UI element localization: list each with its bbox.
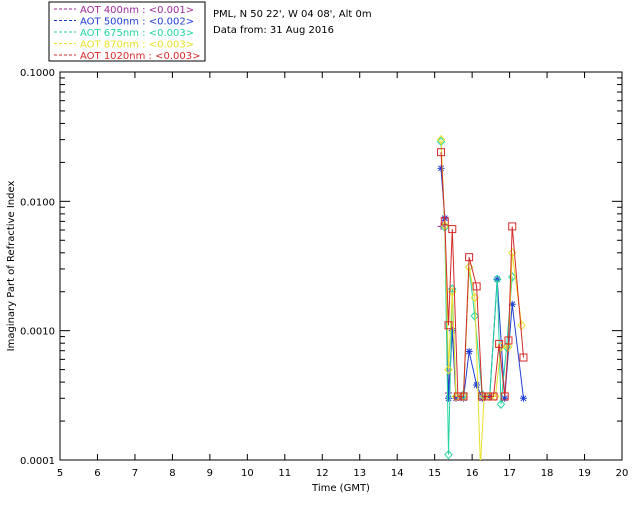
- series-line: [440, 152, 524, 397]
- legend-entry: AOT 400nm : <0.001>: [80, 5, 194, 16]
- x-tick-label: 12: [316, 468, 329, 479]
- station-info: PML, N 50 22', W 04 08', Alt 0m: [213, 9, 372, 20]
- series-5: [437, 148, 528, 401]
- x-tick-label: 13: [353, 468, 366, 479]
- x-tick-label: 18: [541, 468, 554, 479]
- x-tick-label: 10: [241, 468, 254, 479]
- data-point: [436, 134, 446, 145]
- x-tick-label: 14: [391, 468, 404, 479]
- x-tick-label: 7: [132, 468, 138, 479]
- x-tick-label: 19: [578, 468, 591, 479]
- data-point: [517, 320, 526, 331]
- data-point: [444, 449, 453, 460]
- data-point: [491, 391, 500, 402]
- data-point: [493, 274, 502, 284]
- y-tick-label: 0.0001: [20, 456, 55, 467]
- y-tick-label: 0.0100: [20, 197, 55, 208]
- data-point: [440, 217, 449, 226]
- data-point: [473, 381, 481, 389]
- x-tick-label: 8: [169, 468, 175, 479]
- data-point: [472, 282, 481, 291]
- data-point: [495, 339, 504, 348]
- x-tick-label: 20: [616, 468, 629, 479]
- series-line: [440, 217, 457, 397]
- x-tick-label: 11: [278, 468, 291, 479]
- legend-entry: AOT 870nm : <0.003>: [80, 40, 194, 51]
- data-point: [437, 164, 445, 172]
- data-point: [504, 336, 513, 345]
- x-tick-label: 5: [57, 468, 63, 479]
- y-tick-label: 0.0010: [20, 327, 55, 338]
- x-tick-label: 17: [503, 468, 516, 479]
- data-point: [500, 392, 509, 401]
- data-point: [478, 392, 487, 401]
- data-point: [448, 225, 457, 234]
- x-tick-label: 16: [466, 468, 479, 479]
- data-point: [453, 392, 462, 401]
- data-point: [489, 392, 498, 401]
- series-line: [440, 141, 513, 455]
- data-point: [508, 272, 517, 282]
- data-point: [452, 394, 460, 402]
- y-axis: 0.0001 0.0010 0.0100 0.1000: [20, 68, 622, 467]
- x-tick-label: 6: [94, 468, 100, 479]
- data-point: [444, 321, 453, 330]
- data-point: [508, 222, 517, 231]
- data-point: [445, 394, 453, 402]
- data-point: [485, 391, 494, 402]
- data-point: [437, 148, 446, 157]
- data-point: [519, 394, 527, 402]
- legend-entry: AOT 675nm : <0.003>: [80, 28, 194, 39]
- data-point: [465, 253, 474, 262]
- date-info: Data from: 31 Aug 2016: [213, 25, 334, 36]
- data-point: [504, 342, 513, 352]
- legend-entry: AOT 500nm : <0.002>: [80, 17, 194, 28]
- data-point: [501, 394, 509, 402]
- data-point: [519, 353, 528, 362]
- data-point: [459, 392, 468, 401]
- x-tick-label: 9: [207, 468, 213, 479]
- data-point: [508, 300, 516, 308]
- data-point: [444, 364, 453, 375]
- legend-entry: AOT 1020nm : <0.003>: [80, 51, 200, 62]
- data-point: [465, 348, 473, 356]
- y-tick-label: 0.1000: [20, 68, 55, 79]
- series-1: [437, 213, 460, 400]
- x-axis-label: Time (GMT): [311, 483, 370, 494]
- legend: AOT 400nm : <0.001>AOT 500nm : <0.002>AO…: [54, 5, 200, 62]
- x-tick-label: 15: [428, 468, 441, 479]
- data-point: [448, 327, 456, 335]
- y-axis-label: Imaginary Part of Refractive Index: [6, 181, 17, 352]
- x-axis: 5 6 7 8 9 10 11 12 13 14 15 16 17 18 19 20: [57, 72, 629, 479]
- data-point: [483, 392, 492, 401]
- data-point: [470, 311, 479, 321]
- series-group: [436, 134, 528, 460]
- data-point: [451, 391, 461, 402]
- plot-area: [59, 71, 623, 461]
- data-point: [496, 399, 506, 409]
